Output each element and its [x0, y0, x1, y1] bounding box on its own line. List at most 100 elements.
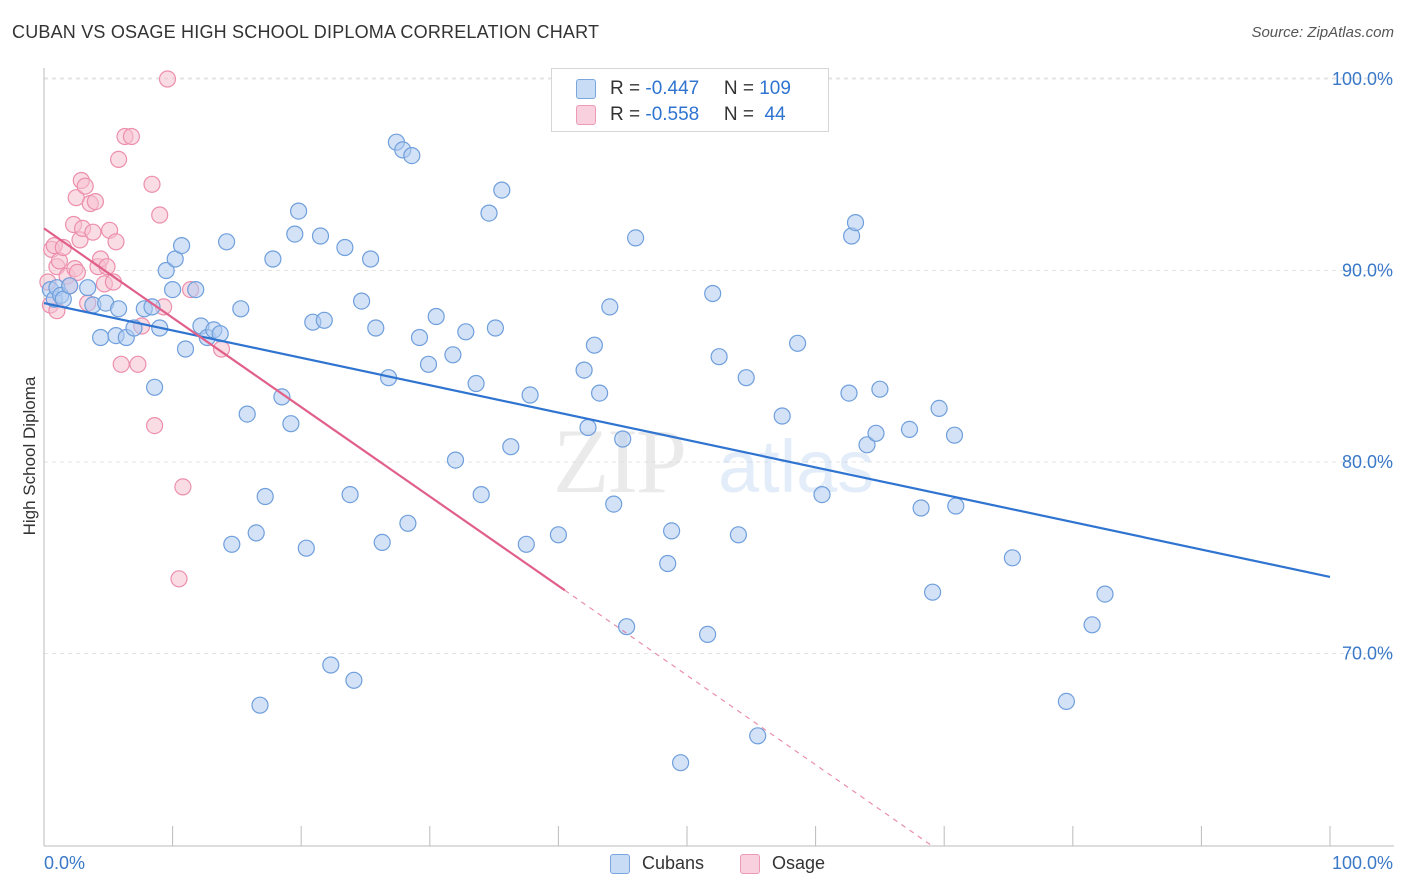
cubans-point [282, 415, 300, 433]
cubans-point [176, 340, 195, 358]
cubans-point [659, 554, 677, 573]
cubans-point [238, 405, 256, 423]
cubans-point [502, 438, 520, 456]
cubans-point [297, 539, 315, 557]
cubans-point [698, 625, 717, 644]
cubans-point [605, 495, 623, 513]
osage-point [158, 70, 177, 88]
cubans-point [315, 311, 333, 329]
osage-r-value: -0.558 [645, 104, 700, 125]
cubans-point [871, 380, 889, 398]
cubans-point [486, 319, 504, 337]
series-legend: Cubans Osage [0, 850, 1406, 878]
cubans-point [362, 250, 380, 268]
cubans-point [164, 281, 182, 299]
cubans-point [109, 300, 128, 318]
cubans-point [367, 319, 385, 337]
cubans-point [662, 522, 681, 540]
cubans-point [273, 388, 291, 406]
grid-layer [44, 77, 1394, 654]
osage-swatch [576, 105, 596, 125]
osage-point [112, 355, 130, 373]
cubans-point [311, 227, 330, 245]
cubans-point [737, 369, 755, 387]
cubans-point [446, 451, 465, 469]
cubans-legend-label: Cubans [642, 853, 705, 873]
axis-layer [43, 68, 1394, 847]
cubans-point [173, 237, 191, 255]
cubans-point [187, 281, 205, 299]
cubans-swatch [576, 79, 596, 99]
osage-n-value: 44 [759, 104, 786, 125]
cubans-point [457, 323, 475, 341]
correlation-legend: R = -0.447 N = 109 R = -0.558 N = 44 [551, 68, 829, 132]
cubans-point [517, 535, 535, 553]
cubans-point [341, 486, 359, 504]
osage-trend-extension [564, 589, 933, 847]
cubans-point [945, 426, 964, 444]
watermark: ZIP atlas [553, 410, 874, 512]
cubans-point [251, 696, 269, 714]
cubans-point [91, 328, 110, 347]
cubans-point [1003, 549, 1022, 567]
cubans-point [729, 526, 748, 544]
cubans-point [858, 436, 876, 454]
cubans-n-label: N = [723, 78, 760, 99]
cubans-trend-line [43, 301, 1331, 578]
cubans-point [840, 384, 858, 402]
cubans-point [590, 384, 609, 402]
cubans-point [930, 399, 948, 417]
trend-lines [43, 227, 1331, 847]
cubans-point [947, 497, 965, 515]
cubans-point [579, 418, 597, 437]
cubans-point [247, 524, 265, 542]
cubans-point [256, 487, 274, 506]
osage-n-label: N = [723, 104, 760, 125]
x-tick-label-max: 100.0% [1332, 853, 1393, 873]
cubans-point [614, 430, 632, 448]
cubans-point [427, 307, 445, 326]
cubans-point [472, 486, 490, 504]
cubans-point [521, 386, 539, 404]
osage-legend-swatch [740, 854, 760, 874]
cubans-point [218, 233, 236, 251]
cubans-point [286, 225, 304, 243]
cubans-point [846, 214, 865, 232]
cubans-point [617, 618, 636, 636]
osage-r-label: R = [610, 104, 646, 125]
cubans-legend-swatch [610, 854, 630, 874]
cubans-point [710, 348, 728, 366]
osage-point [109, 150, 128, 168]
cubans-point [601, 298, 619, 316]
cubans-point [788, 334, 807, 352]
cubans-point [264, 250, 282, 268]
cubans-point [912, 499, 930, 517]
chart-title: CUBAN VS OSAGE HIGH SCHOOL DIPLOMA CORRE… [12, 22, 600, 42]
osage-point [143, 175, 161, 193]
osage-point [174, 478, 192, 496]
cubans-point [626, 229, 645, 247]
cubans-point [1096, 585, 1114, 603]
cubans-point [749, 727, 767, 745]
osage-point [151, 206, 169, 224]
osage-point [129, 355, 147, 373]
cubans-point [290, 202, 308, 220]
cubans-point [223, 535, 241, 553]
cubans-point [146, 378, 164, 396]
osage-trend-line [43, 227, 566, 592]
cubans-point [1083, 616, 1101, 634]
cubans-point [143, 298, 161, 316]
cubans-point [232, 300, 250, 318]
osage-point [84, 223, 102, 241]
cubans-n-value: 109 [759, 78, 791, 99]
osage-point [107, 233, 125, 251]
cubans-r-label: R = [610, 78, 646, 99]
cubans-point [410, 328, 429, 347]
cubans-point [419, 355, 438, 373]
cubans-point [1057, 692, 1076, 711]
cubans-point [704, 284, 722, 303]
cubans-point [900, 420, 919, 438]
tick-labels: 70.0% 80.0% 90.0% 100.0% 0.0% 100.0% [44, 69, 1393, 873]
watermark-zip: ZIP [553, 410, 685, 512]
